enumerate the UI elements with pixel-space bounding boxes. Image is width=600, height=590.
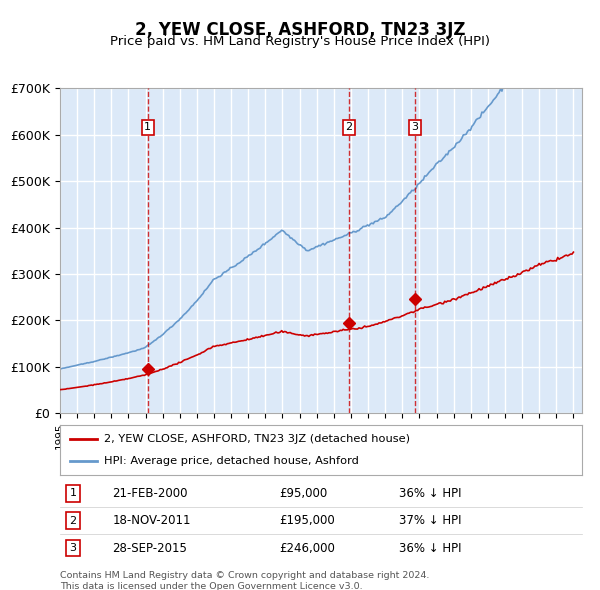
Text: 2: 2 — [70, 516, 77, 526]
Text: £195,000: £195,000 — [279, 514, 335, 527]
Text: 1: 1 — [70, 489, 77, 499]
Text: 3: 3 — [412, 123, 418, 132]
Text: 37% ↓ HPI: 37% ↓ HPI — [400, 514, 462, 527]
Text: £95,000: £95,000 — [279, 487, 328, 500]
Text: £246,000: £246,000 — [279, 542, 335, 555]
Text: 2, YEW CLOSE, ASHFORD, TN23 3JZ: 2, YEW CLOSE, ASHFORD, TN23 3JZ — [135, 21, 465, 39]
Text: 2, YEW CLOSE, ASHFORD, TN23 3JZ (detached house): 2, YEW CLOSE, ASHFORD, TN23 3JZ (detache… — [104, 434, 410, 444]
Text: 2: 2 — [346, 123, 352, 132]
Text: 28-SEP-2015: 28-SEP-2015 — [112, 542, 187, 555]
Text: Contains HM Land Registry data © Crown copyright and database right 2024.
This d: Contains HM Land Registry data © Crown c… — [60, 571, 430, 590]
Text: Price paid vs. HM Land Registry's House Price Index (HPI): Price paid vs. HM Land Registry's House … — [110, 35, 490, 48]
Text: 3: 3 — [70, 543, 77, 553]
Text: HPI: Average price, detached house, Ashford: HPI: Average price, detached house, Ashf… — [104, 456, 359, 466]
Text: 21-FEB-2000: 21-FEB-2000 — [112, 487, 188, 500]
Text: 1: 1 — [144, 123, 151, 132]
Text: 36% ↓ HPI: 36% ↓ HPI — [400, 542, 462, 555]
Text: 36% ↓ HPI: 36% ↓ HPI — [400, 487, 462, 500]
Text: 18-NOV-2011: 18-NOV-2011 — [112, 514, 191, 527]
